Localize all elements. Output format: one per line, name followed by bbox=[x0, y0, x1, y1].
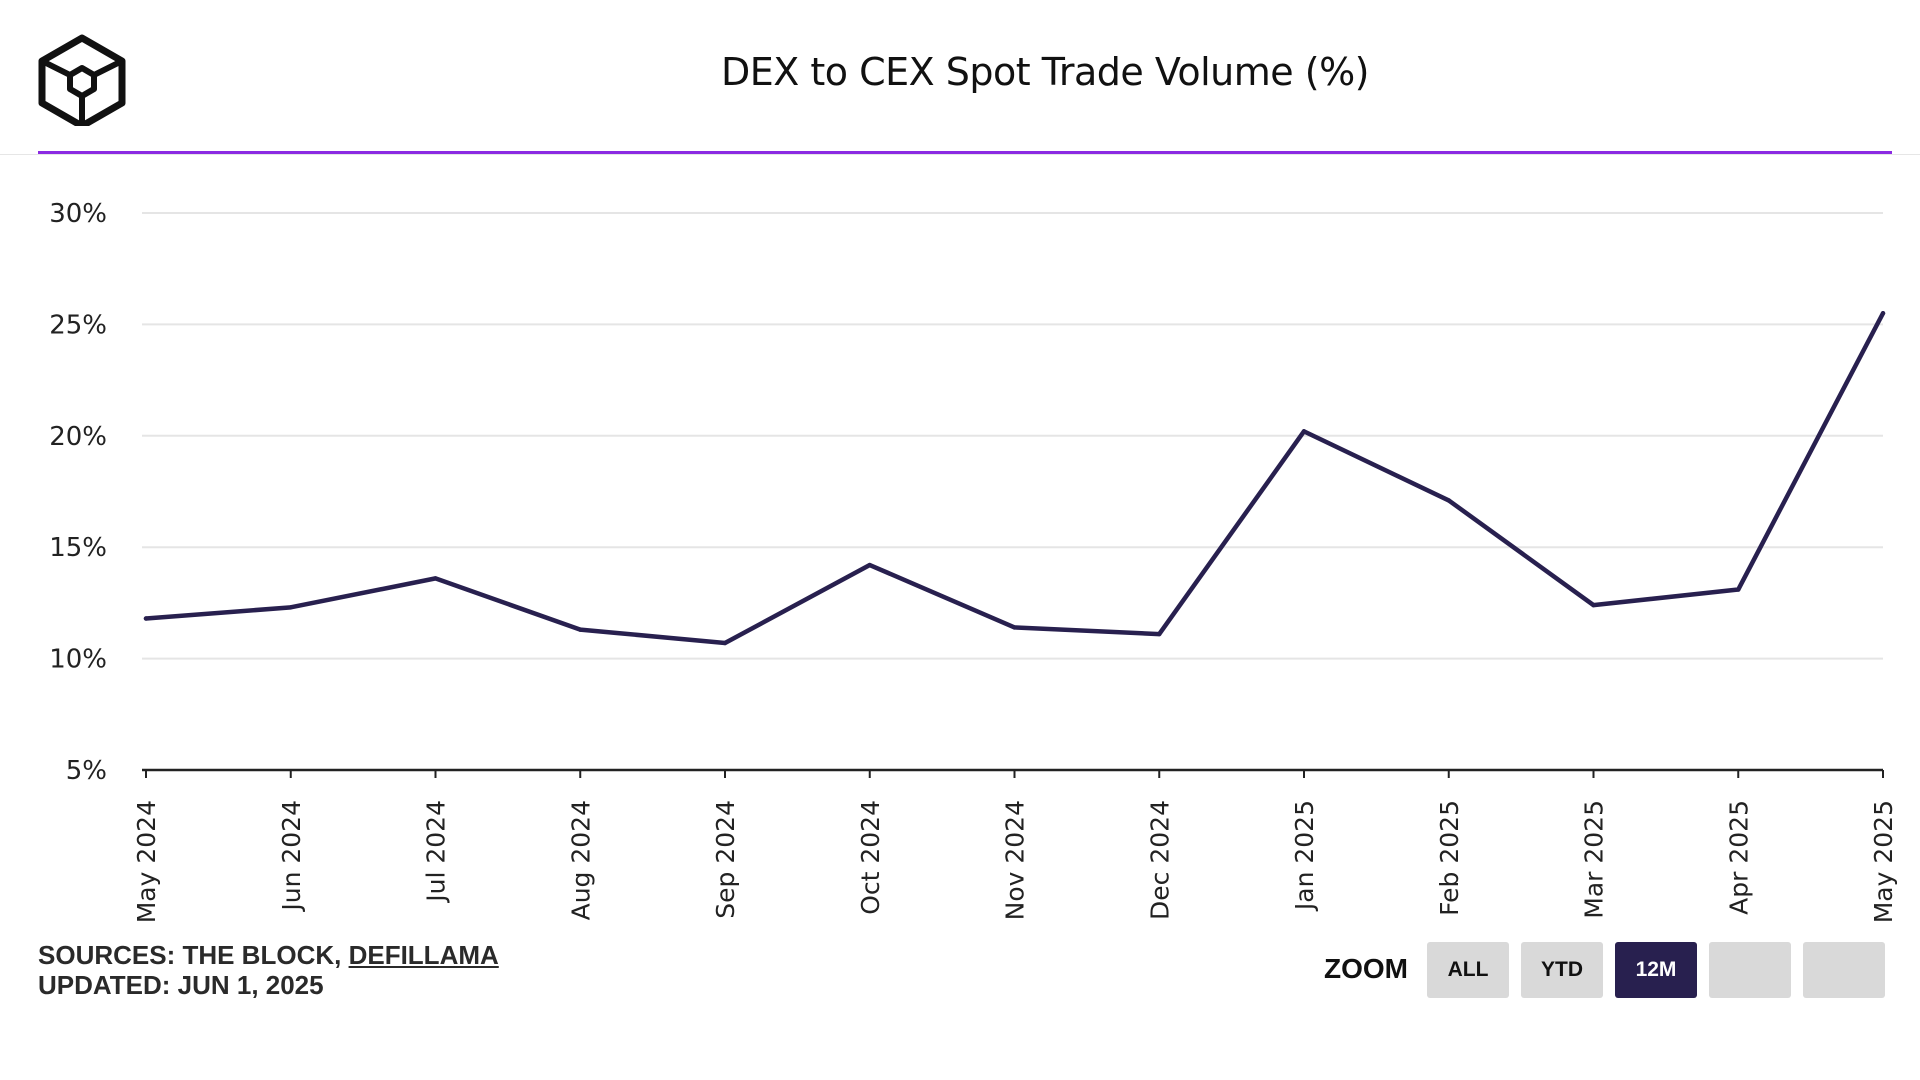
x-tick-label: May 2025 bbox=[1869, 800, 1898, 923]
y-tick-label: 25% bbox=[49, 310, 107, 340]
header-divider bbox=[0, 154, 1920, 155]
data-point bbox=[288, 605, 293, 610]
updated-text: UPDATED: JUN 1, 2025 bbox=[38, 970, 324, 1000]
x-tick-label: Jul 2024 bbox=[422, 800, 451, 904]
data-point bbox=[578, 627, 583, 632]
x-tick-label: Mar 2025 bbox=[1580, 800, 1609, 919]
zoom-12m-button[interactable]: 12M bbox=[1615, 942, 1697, 998]
data-point bbox=[1301, 429, 1307, 434]
x-tick-label: Apr 2025 bbox=[1724, 800, 1753, 915]
x-tick-label: Jun 2024 bbox=[277, 800, 306, 913]
data-point bbox=[433, 576, 438, 581]
x-tick-label: Sep 2024 bbox=[711, 800, 740, 919]
x-tick-label: Feb 2025 bbox=[1435, 800, 1464, 916]
x-tick-label: Nov 2024 bbox=[1001, 800, 1030, 920]
defillama-link[interactable]: DEFILLAMA bbox=[348, 940, 499, 970]
x-tick-label: Jan 2025 bbox=[1290, 800, 1319, 912]
zoom-button-5[interactable] bbox=[1803, 942, 1885, 998]
y-tick-label: 20% bbox=[49, 422, 107, 452]
data-point bbox=[1736, 587, 1741, 592]
zoom-ytd-button[interactable]: YTD bbox=[1521, 942, 1603, 998]
data-point bbox=[867, 562, 872, 568]
zoom-label: ZOOM bbox=[1324, 953, 1408, 984]
y-tick-label: 5% bbox=[66, 756, 107, 786]
y-tick-label: 30% bbox=[49, 199, 107, 229]
data-point bbox=[1446, 498, 1451, 503]
data-point bbox=[1012, 625, 1017, 630]
series-line bbox=[143, 311, 1886, 646]
chart-title: DEX to CEX Spot Trade Volume (%) bbox=[720, 50, 1370, 94]
y-tick-label: 15% bbox=[49, 533, 107, 563]
x-tick-label: Oct 2024 bbox=[856, 800, 885, 915]
accent-divider bbox=[38, 151, 1892, 154]
sources-block: SOURCES: THE BLOCK, DEFILLAMA UPDATED: J… bbox=[38, 940, 499, 1000]
x-tick-label: May 2024 bbox=[132, 800, 161, 923]
x-tick-label: Dec 2024 bbox=[1145, 800, 1174, 920]
zoom-all-button[interactable]: ALL bbox=[1427, 942, 1509, 998]
data-point bbox=[1880, 311, 1886, 316]
zoom-button-4[interactable] bbox=[1709, 942, 1791, 998]
x-tick-label: Aug 2024 bbox=[566, 800, 595, 920]
y-tick-label: 10% bbox=[49, 645, 107, 675]
the-block-logo bbox=[38, 34, 126, 126]
data-point bbox=[1591, 602, 1596, 608]
data-point bbox=[1157, 631, 1162, 637]
sources-text: SOURCES: THE BLOCK, bbox=[38, 940, 349, 970]
line-chart: 5% 10% 15% 20% 25% 30% May 2024 Jun 2024 Jul 202… bbox=[49, 199, 1898, 923]
data-point bbox=[722, 640, 728, 646]
data-point bbox=[143, 616, 149, 621]
